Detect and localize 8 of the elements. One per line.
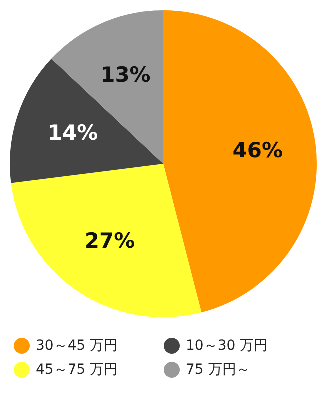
legend-label: 30～45 万円 bbox=[36, 337, 118, 355]
legend-label: 45～75 万円 bbox=[36, 361, 118, 379]
legend-label: 75 万円～ bbox=[186, 361, 250, 379]
data-label: 27% bbox=[84, 229, 136, 254]
legend-label: 10～30 万円 bbox=[186, 337, 268, 355]
data-label: 46% bbox=[232, 138, 284, 163]
data-label: 13% bbox=[100, 63, 151, 88]
data-label: 14% bbox=[48, 121, 98, 146]
